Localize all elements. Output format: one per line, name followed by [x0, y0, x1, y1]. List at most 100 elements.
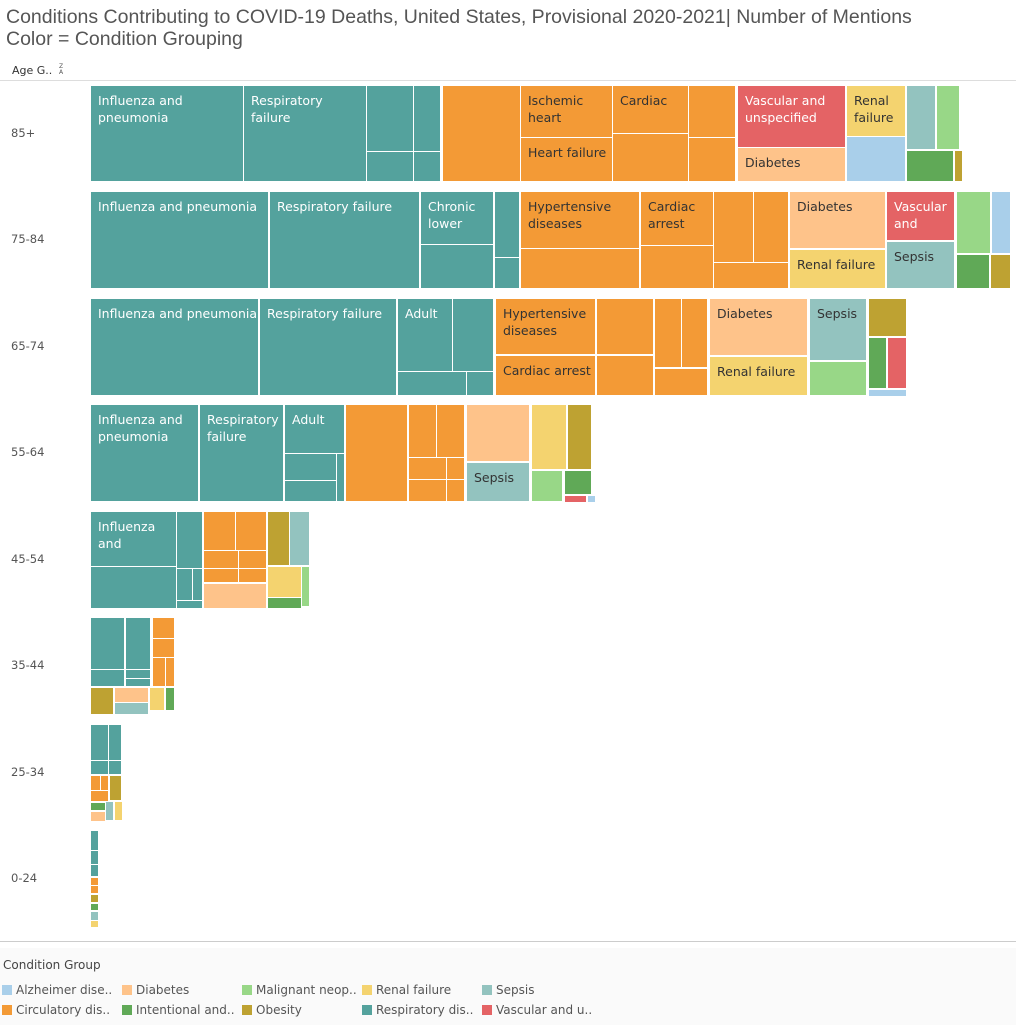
treemap-cell[interactable]: [869, 390, 906, 396]
treemap-cell[interactable]: [754, 192, 788, 262]
treemap-cell[interactable]: [447, 458, 464, 479]
treemap-cell[interactable]: [110, 776, 121, 800]
treemap-cell[interactable]: [443, 86, 520, 181]
treemap-cell[interactable]: [991, 255, 1010, 288]
treemap-cell[interactable]: [91, 878, 98, 885]
treemap-cell[interactable]: [467, 405, 529, 461]
treemap-cell[interactable]: [204, 551, 238, 568]
treemap-cell[interactable]: [421, 245, 493, 288]
treemap-cell[interactable]: [285, 454, 336, 480]
treemap-cell[interactable]: [409, 405, 436, 457]
treemap-cell[interactable]: [91, 725, 108, 760]
legend-item[interactable]: Circulatory dis..: [0, 1002, 110, 1018]
treemap-cell[interactable]: Renal failure: [847, 86, 905, 136]
treemap-cell[interactable]: [106, 802, 113, 820]
treemap-cell[interactable]: [521, 249, 639, 288]
treemap-cell[interactable]: [447, 480, 464, 501]
treemap-cell[interactable]: [153, 639, 174, 657]
treemap-cell[interactable]: [285, 481, 336, 501]
treemap-cell[interactable]: [346, 405, 407, 501]
treemap-cell[interactable]: [91, 851, 98, 864]
treemap-cell[interactable]: [239, 551, 266, 568]
treemap-cell[interactable]: [907, 151, 953, 181]
treemap-cell[interactable]: Chronic lower: [421, 192, 493, 244]
treemap-cell[interactable]: [91, 803, 105, 810]
treemap-cell[interactable]: [869, 299, 906, 336]
treemap-cell[interactable]: [91, 791, 108, 801]
treemap-cell[interactable]: Vascular and: [887, 192, 954, 240]
treemap-cell[interactable]: [91, 776, 100, 790]
treemap-cell[interactable]: Influenza and pneumonia: [91, 86, 243, 181]
treemap-cell[interactable]: [109, 761, 121, 774]
treemap-cell[interactable]: Sepsis: [467, 463, 529, 501]
treemap-cell[interactable]: [597, 356, 653, 395]
treemap-cell[interactable]: Diabetes: [710, 299, 807, 355]
treemap-cell[interactable]: [166, 688, 174, 710]
legend-item[interactable]: Vascular and u..: [480, 1002, 592, 1018]
treemap-cell[interactable]: [153, 658, 165, 686]
treemap-cell[interactable]: [409, 458, 446, 479]
treemap-cell[interactable]: Vascular and unspecified: [738, 86, 845, 147]
treemap-cell[interactable]: [847, 137, 905, 181]
treemap-cell[interactable]: Respiratory failure: [270, 192, 419, 288]
treemap-cell[interactable]: Diabetes: [790, 192, 885, 248]
treemap-cell[interactable]: Diabetes: [738, 148, 845, 181]
treemap-cell[interactable]: [532, 471, 562, 501]
treemap-cell[interactable]: Cardiac arrest: [641, 192, 713, 245]
treemap-cell[interactable]: [268, 598, 301, 608]
treemap-cell[interactable]: Hypertensive diseases: [496, 299, 595, 354]
treemap-cell[interactable]: Influenza and: [91, 512, 176, 566]
treemap-cell[interactable]: [91, 921, 98, 927]
treemap-cell[interactable]: Hypertensive diseases: [521, 192, 639, 248]
treemap-cell[interactable]: [869, 338, 886, 388]
treemap-cell[interactable]: [495, 258, 519, 288]
treemap-cell[interactable]: Respiratory failure: [260, 299, 396, 395]
treemap-cell[interactable]: [414, 152, 440, 181]
treemap-cell[interactable]: [613, 134, 688, 181]
treemap-cell[interactable]: [992, 192, 1010, 253]
treemap-cell[interactable]: Influenza and pneumonia: [91, 192, 268, 288]
treemap-cell[interactable]: [91, 688, 113, 714]
treemap-cell[interactable]: [91, 761, 108, 774]
treemap-cell[interactable]: [177, 512, 202, 568]
treemap-cell[interactable]: [204, 512, 235, 550]
treemap-cell[interactable]: [126, 670, 150, 678]
treemap-cell[interactable]: [565, 496, 586, 502]
treemap-cell[interactable]: [689, 86, 735, 137]
treemap-cell[interactable]: [204, 569, 238, 582]
treemap-cell[interactable]: [153, 618, 174, 638]
treemap-cell[interactable]: [91, 865, 98, 876]
treemap-cell[interactable]: [166, 658, 174, 686]
legend-item[interactable]: Respiratory dis..: [360, 1002, 473, 1018]
treemap-cell[interactable]: [91, 812, 105, 821]
treemap-cell[interactable]: [532, 405, 566, 469]
treemap-cell[interactable]: Cardiac: [613, 86, 688, 133]
treemap-cell[interactable]: [937, 86, 959, 149]
treemap-cell[interactable]: [302, 567, 309, 606]
treemap-cell[interactable]: [565, 471, 591, 494]
treemap-cell[interactable]: [810, 362, 866, 395]
treemap-cell[interactable]: [467, 372, 493, 395]
treemap-cell[interactable]: [91, 670, 124, 686]
legend-item[interactable]: Malignant neop..: [240, 982, 357, 998]
treemap-cell[interactable]: [126, 679, 150, 686]
legend-item[interactable]: Diabetes: [120, 982, 189, 998]
legend-item[interactable]: Obesity: [240, 1002, 302, 1018]
treemap-cell[interactable]: [91, 895, 98, 902]
treemap-cell[interactable]: [568, 405, 591, 469]
treemap-cell[interactable]: [641, 246, 713, 288]
treemap-cell[interactable]: [453, 299, 493, 371]
treemap-cell[interactable]: Respiratory failure: [200, 405, 283, 501]
treemap-cell[interactable]: Influenza and pneumonia: [91, 299, 258, 395]
treemap-cell[interactable]: [597, 299, 653, 354]
treemap-cell[interactable]: Ischemic heart: [521, 86, 612, 137]
treemap-cell[interactable]: [955, 151, 962, 181]
treemap-cell[interactable]: [437, 405, 464, 457]
treemap-cell[interactable]: [91, 912, 98, 920]
treemap-cell[interactable]: [115, 688, 148, 702]
treemap-cell[interactable]: Influenza and pneumonia: [91, 405, 198, 501]
treemap-cell[interactable]: [957, 192, 990, 253]
treemap-cell[interactable]: Cardiac arrest: [496, 356, 595, 395]
treemap-cell[interactable]: [177, 601, 202, 608]
